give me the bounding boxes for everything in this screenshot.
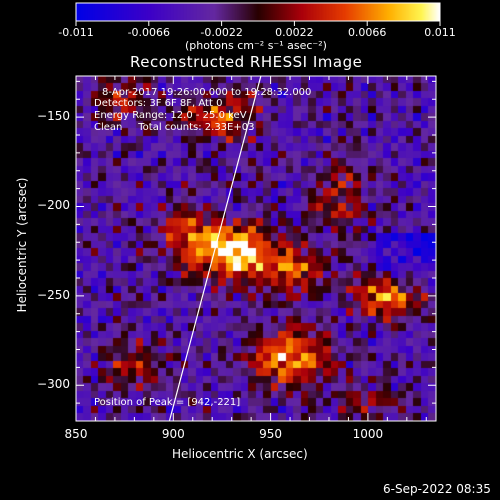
colorbar-unit-label: (photons cm⁻² s⁻¹ asec⁻²) xyxy=(185,39,327,52)
colorbar-tick-label: -0.011 xyxy=(58,26,94,39)
y-tick-label: −150 xyxy=(37,109,70,124)
x-tick-label: 850 xyxy=(64,427,88,441)
solar-limb-line xyxy=(168,75,262,422)
annotation-detectors: Detectors: 3F 6F 8F, Att 0 xyxy=(94,98,223,109)
footer-date: 6-Sep-2022 08:35 xyxy=(383,482,491,496)
colorbar-tick-label: 0.0022 xyxy=(275,26,314,39)
x-tick-label: 950 xyxy=(259,427,283,441)
annotation-energy-range: Energy Range: 12.0 - 25.0 keV xyxy=(94,110,247,121)
x-axis-label: Heliocentric X (arcsec) xyxy=(172,447,308,461)
annotation-time-range: 8-Apr-2017 19:26:00.000 to 19:28:32.000 xyxy=(102,87,312,98)
y-tick-label: −300 xyxy=(37,377,70,392)
heatmap-image xyxy=(76,76,436,421)
peak-position-label: Position of Peak = [942,-221] xyxy=(94,397,241,408)
x-tick-label: 1000 xyxy=(352,427,384,441)
annotation-clean-counts: Clean Total counts: 2.33E+03 xyxy=(94,122,255,133)
colorbar-frame xyxy=(75,2,441,26)
chart-title: Reconstructed RHESSI Image xyxy=(130,53,363,71)
colorbar xyxy=(76,3,440,21)
colorbar-tick-label: 0.011 xyxy=(424,26,456,39)
colorbar-tick-label: -0.0022 xyxy=(200,26,243,39)
y-axis-label: Heliocentric Y (arcsec) xyxy=(15,177,29,313)
y-tick-label: −250 xyxy=(37,287,70,302)
colorbar-tick-label: -0.0066 xyxy=(127,26,171,39)
plot-frame xyxy=(75,75,437,422)
colorbar-tick-label: 0.0066 xyxy=(347,26,387,39)
y-tick-label: −200 xyxy=(37,198,70,213)
x-tick-label: 900 xyxy=(161,427,185,441)
